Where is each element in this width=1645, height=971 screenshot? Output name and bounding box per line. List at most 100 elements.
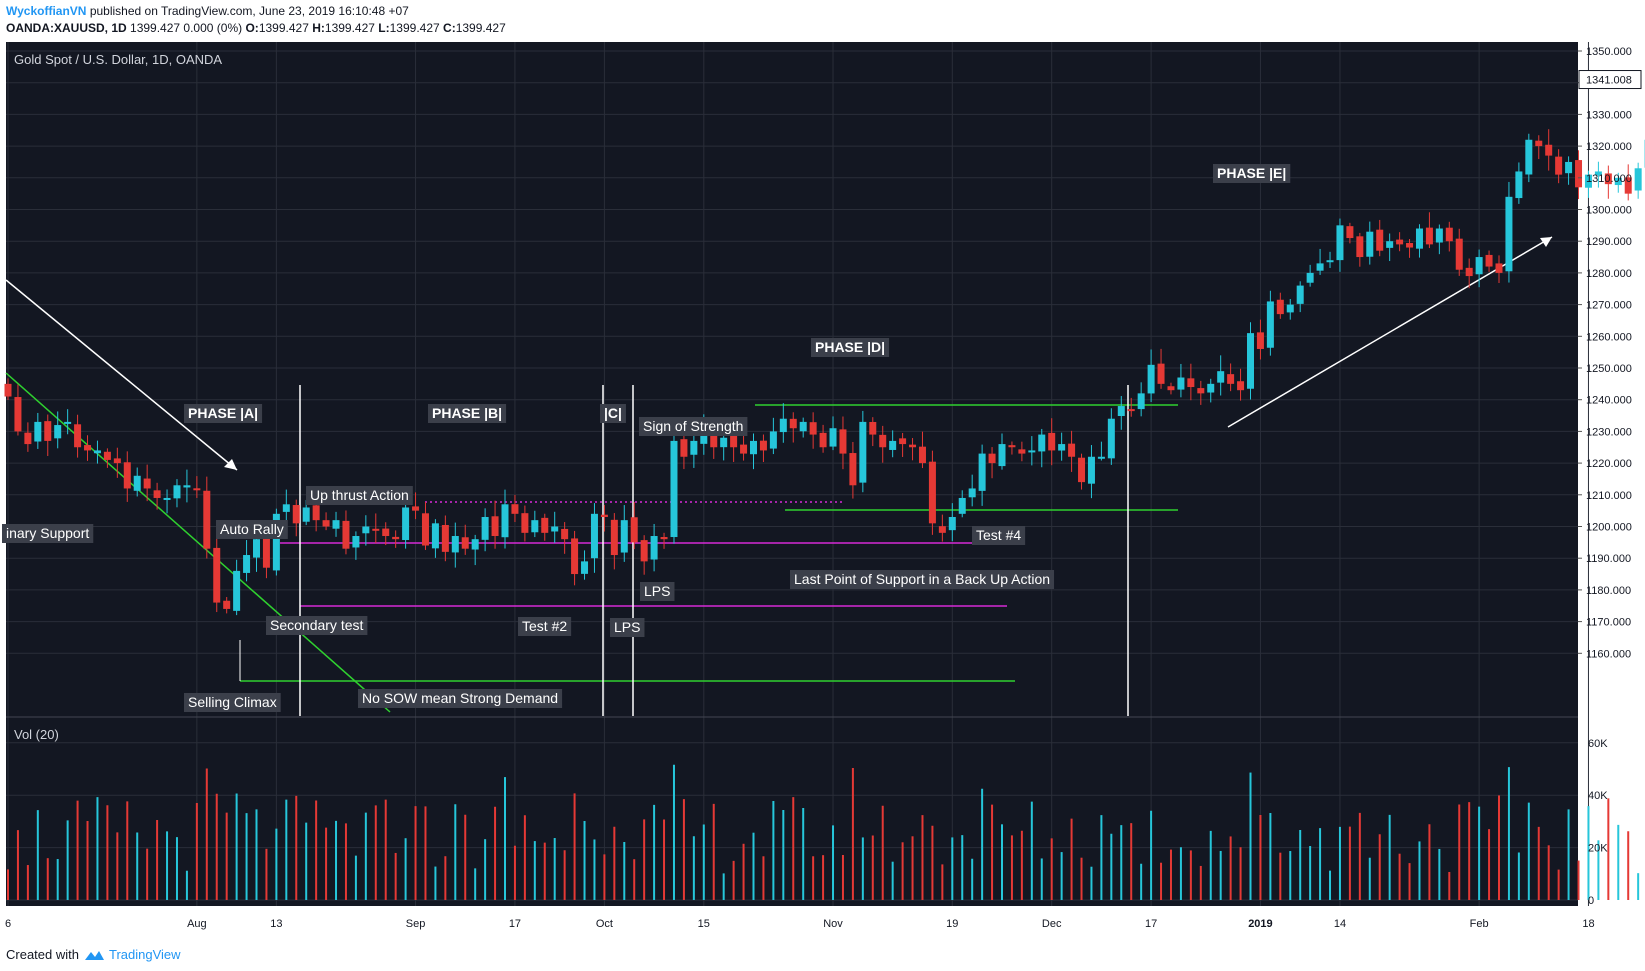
price-tick-label: 1280.000 [1586,268,1632,280]
annotation-labels: PHASE |A| PHASE |B| |C| PHASE |D| PHASE |E| i… [2,164,1291,712]
candle-body [819,432,827,448]
candle-body [1604,173,1612,185]
candle-body [1286,304,1294,313]
candle-body [1078,457,1086,483]
candle-body [34,421,42,442]
annotation-phase_c: |C| [600,404,626,423]
annotation-box [428,404,507,423]
candle-body [958,497,966,514]
candle-body [1207,383,1215,393]
annotation-box [518,617,572,636]
candle-body [123,462,131,489]
candle-body [720,437,728,448]
price-tick-label: 1350.000 [1586,46,1632,58]
tradingview-logo-icon [84,950,104,960]
candle-body [1237,381,1245,391]
candle-body [690,440,698,455]
candle-body [54,425,62,439]
candle-body [163,497,171,500]
time-tick-label: Oct [596,918,613,930]
volume-bars [7,764,1640,900]
annotation-text: |C| [604,405,622,421]
candle-body [1624,177,1632,194]
candle-body [14,397,22,432]
candle-body [1306,272,1314,283]
candle-body [988,453,996,464]
candle-body [1008,445,1016,448]
candle-body [789,418,797,429]
candle-body [1455,238,1463,270]
candle-body [640,540,648,562]
annotation-lps1: LPS [640,582,675,601]
annotation-box [358,689,563,708]
footer: Created with TradingView [6,947,181,962]
candle-body [342,520,350,549]
price-tick-label: 1250.000 [1586,363,1632,375]
candle-body [262,536,270,568]
candle-body [1475,257,1483,275]
annotation-box [639,417,748,436]
candle-body [590,513,598,559]
time-tick-label: 17 [1145,918,1157,930]
candle-body [1386,241,1394,248]
candle-body [1247,333,1254,389]
candle-body [1435,228,1443,243]
candle-body [521,513,529,533]
created-with-text: Created with [6,947,79,962]
open-value: 1399.427 [258,21,309,35]
publish-line: WyckoffianVN published on TradingView.co… [6,4,409,18]
candle-body [610,519,618,556]
candle-body [402,507,410,541]
candle-body [918,446,926,464]
time-tick-label: Sep [406,918,426,930]
candle-body [1425,227,1433,245]
axis-labels: 1350.0001340.0001330.0001320.0001310.000… [5,46,1642,930]
price-tick-label: 1170.000 [1586,617,1631,629]
annotation-text: inary Support [6,525,89,541]
annotation-box [972,526,1026,545]
annotation-sign_of_strength: Sign of Strength [639,417,748,436]
price-tick-label: 1200.000 [1586,522,1632,534]
price-tick-label: 1290.000 [1586,236,1632,248]
price-tick-label: 1180.000 [1586,585,1631,597]
candle-body [849,453,857,486]
annotation-text: Sign of Strength [643,418,743,434]
candle-body [1495,263,1503,273]
time-tick-label: 18 [1582,918,1594,930]
candle-body [1296,285,1304,304]
time-tick-label: Aug [187,918,207,930]
annotation-box [2,524,94,543]
candle-body [441,524,449,552]
price-tick-label: 1270.000 [1586,300,1632,312]
candle-body [879,434,887,448]
author-link[interactable]: WyckoffianVN [6,4,87,18]
uptrend-arrowhead [1540,237,1552,247]
candle-body [322,520,330,527]
candle-body [272,513,280,571]
annotation-phase_d: PHASE |D| [811,338,890,357]
candle-body [650,536,658,560]
candle-body [1356,236,1364,258]
annotation-box [790,570,1055,589]
candle-body [421,513,429,546]
candle-body [1505,196,1513,272]
candle-body [1038,434,1046,452]
candle-body [769,431,777,449]
candle-body [938,526,946,533]
candle-body [1326,260,1334,263]
candle-body [183,485,191,488]
candle-body [203,490,211,549]
candle-body [451,536,459,553]
annotation-text: PHASE |A| [188,405,258,421]
annotation-secondary_test: Secondary test [266,616,368,635]
volume-tick-label: 60K [1588,738,1608,750]
high-value: 1399.427 [324,21,375,35]
candle-body [4,383,12,397]
candle-body [1415,228,1423,249]
candle-body [113,458,121,464]
candle-body [1217,371,1225,383]
candle-body [1614,177,1622,186]
tradingview-link[interactable]: TradingView [108,947,181,962]
chart-title: Gold Spot / U.S. Dollar, 1D, OANDA [14,52,222,67]
